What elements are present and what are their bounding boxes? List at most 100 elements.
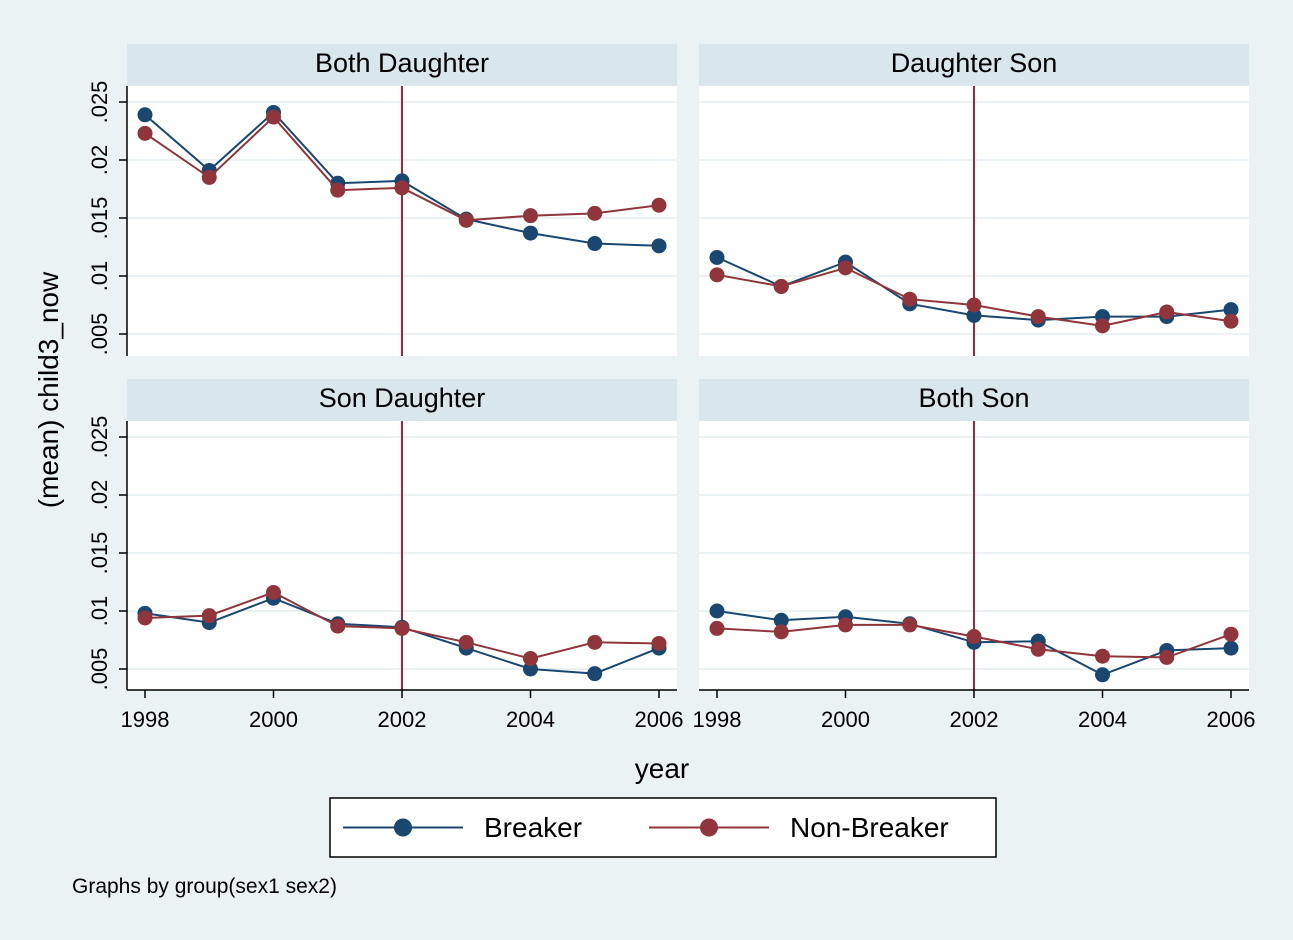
panel-title: Daughter Son <box>891 48 1058 78</box>
y-tick-label: .01 <box>87 261 112 292</box>
y-tick-label: .02 <box>87 480 112 511</box>
data-point <box>587 666 603 682</box>
data-point <box>1095 667 1110 683</box>
data-point <box>330 618 346 634</box>
legend-breaker-marker <box>394 818 412 837</box>
legend-breaker-label: Breaker <box>484 812 582 843</box>
series-non-breaker <box>137 584 667 667</box>
data-point <box>1223 302 1239 318</box>
panel-strip <box>127 379 677 421</box>
x-tick-label: 1998 <box>121 707 170 732</box>
panel-title: Both Son <box>918 383 1029 413</box>
data-point <box>523 651 538 667</box>
panel-son-daughter: Son Daughter <box>127 379 677 690</box>
panel-strip <box>127 44 677 86</box>
data-point <box>1095 648 1110 664</box>
x-tick-label: 2004 <box>506 707 555 732</box>
data-point <box>773 612 789 628</box>
data-point <box>709 267 725 283</box>
data-point <box>523 225 538 241</box>
panel-strip <box>699 379 1249 421</box>
x-tick-label: 2000 <box>249 707 298 732</box>
data-point <box>587 634 603 650</box>
data-point <box>1223 626 1239 642</box>
data-point <box>709 603 725 619</box>
y-tick-label: .025 <box>87 81 112 124</box>
x-axis-son-daughter: 1998 2000 2002 2004 2006 <box>121 689 684 732</box>
y-tick-label: .025 <box>87 416 112 459</box>
data-point <box>1095 318 1110 334</box>
data-point <box>137 610 153 626</box>
panels: Both Daughter Daughter Son Son Daughter Bot… <box>127 44 1249 690</box>
data-point <box>838 260 853 276</box>
series-non-breaker <box>709 260 1239 334</box>
data-point <box>458 634 474 650</box>
data-point <box>709 620 725 636</box>
x-axis-title: year <box>635 753 689 784</box>
x-tick-label: 2002 <box>950 707 999 732</box>
panel-title: Both Daughter <box>315 48 489 78</box>
legend: Breaker Non-Breaker <box>329 797 997 858</box>
data-point <box>1030 309 1046 325</box>
y-tick-label: .015 <box>87 532 112 575</box>
panel-both-daughter: Both Daughter <box>127 44 677 356</box>
series-non-breaker <box>137 109 667 228</box>
panel-title: Son Daughter <box>319 383 486 413</box>
y-axis-son-daughter: .005 .01 .015 .02 .025 <box>87 416 128 691</box>
data-point <box>330 182 346 198</box>
data-point <box>137 107 153 123</box>
panel-strip <box>699 44 1249 86</box>
data-point <box>651 238 667 254</box>
y-tick-label: .015 <box>87 197 112 240</box>
axes: .005 .01 .015 .02 .025 .005 .01 .015 .02 .025 1998… <box>87 81 1255 732</box>
data-point <box>137 125 153 141</box>
legend-non-breaker-label: Non-Breaker <box>790 812 949 843</box>
data-point <box>966 629 982 645</box>
data-point <box>709 249 725 265</box>
data-point <box>587 236 603 252</box>
data-point <box>1030 641 1046 657</box>
data-point <box>266 109 281 125</box>
data-point <box>523 661 538 677</box>
y-axis-both-daughter: .005 .01 .015 .02 .025 <box>87 81 128 356</box>
data-point <box>651 635 667 651</box>
panel-daughter-son: Daughter Son <box>699 44 1249 356</box>
x-tick-label: 2004 <box>1078 707 1127 732</box>
data-point <box>773 624 789 640</box>
y-axis-title: (mean) child3_now <box>33 271 64 508</box>
data-point <box>902 617 918 633</box>
data-point <box>587 205 603 221</box>
y-tick-label: .01 <box>87 596 112 627</box>
data-point <box>651 197 667 213</box>
x-tick-label: 2006 <box>635 707 684 732</box>
x-tick-label: 1998 <box>693 707 742 732</box>
data-point <box>201 169 217 185</box>
data-point <box>1159 649 1175 665</box>
data-point <box>966 307 982 323</box>
x-tick-label: 2006 <box>1207 707 1256 732</box>
data-point <box>394 620 410 636</box>
data-point <box>458 212 474 228</box>
series-non-breaker <box>709 617 1239 665</box>
data-point <box>1223 313 1239 329</box>
data-point <box>773 278 789 294</box>
data-point <box>523 208 538 224</box>
x-tick-label: 2000 <box>821 707 870 732</box>
data-point <box>902 291 918 307</box>
data-point <box>1223 640 1239 656</box>
legend-non-breaker-marker <box>700 818 718 837</box>
data-point <box>966 297 982 313</box>
panel-both-son: Both Son <box>699 379 1249 690</box>
data-point <box>394 180 410 196</box>
graph-note: Graphs by group(sex1 sex2) <box>72 875 337 898</box>
x-tick-label: 2002 <box>378 707 427 732</box>
x-axis-both-son: 1998 2000 2002 2004 2006 <box>693 689 1256 732</box>
y-tick-label: .005 <box>87 648 112 691</box>
data-point <box>201 608 217 624</box>
y-tick-label: .02 <box>87 145 112 176</box>
y-tick-label: .005 <box>87 313 112 356</box>
data-point <box>1159 304 1175 320</box>
data-point <box>838 617 853 633</box>
data-point <box>266 584 281 600</box>
